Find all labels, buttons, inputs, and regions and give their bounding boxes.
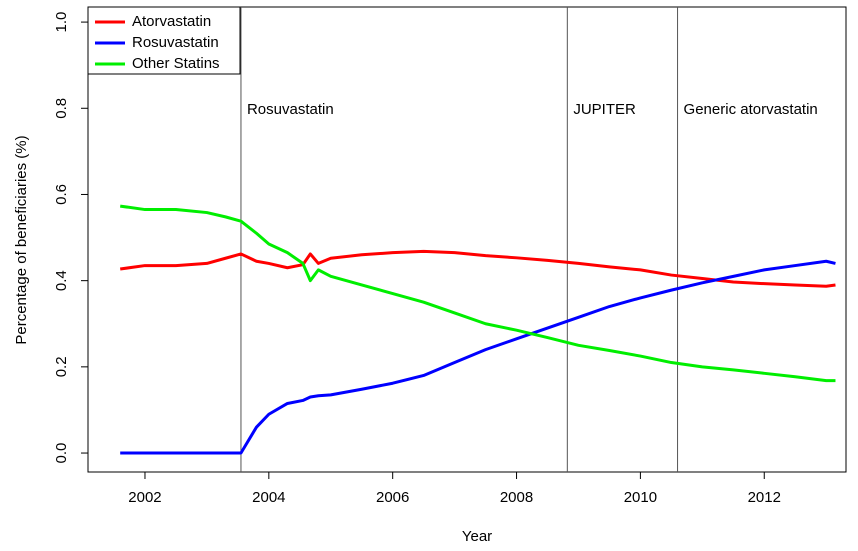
series-line [119,204,836,383]
y-tick-label: 1.0 [53,12,70,33]
legend-label: Rosuvastatin [132,34,219,51]
x-tick-label: 2008 [500,489,533,506]
x-tick-label: 2006 [376,489,409,506]
x-tick-label: 2002 [128,489,161,506]
series-line [120,259,836,455]
x-tick-label: 2004 [252,489,285,506]
series-line [119,249,836,288]
x-axis-label: Year [462,528,492,545]
x-tick-label: 2010 [624,489,657,506]
y-tick-label: 0.0 [53,443,70,464]
y-tick-label: 0.8 [53,98,70,119]
annotation-label: JUPITER [573,101,636,118]
plot-frame [87,6,847,473]
y-tick-label: 0.2 [53,356,70,377]
y-tick-label: 0.6 [53,184,70,205]
y-tick-label: 0.4 [53,270,70,291]
legend-label: Other Statins [132,55,220,72]
x-tick-label: 2012 [748,489,781,506]
annotation-label: Rosuvastatin [247,101,334,118]
legend-label: Atorvastatin [132,13,211,30]
y-axis-label: Percentage of beneficiaries (%) [13,135,30,344]
annotation-label: Generic atorvastatin [684,101,818,118]
